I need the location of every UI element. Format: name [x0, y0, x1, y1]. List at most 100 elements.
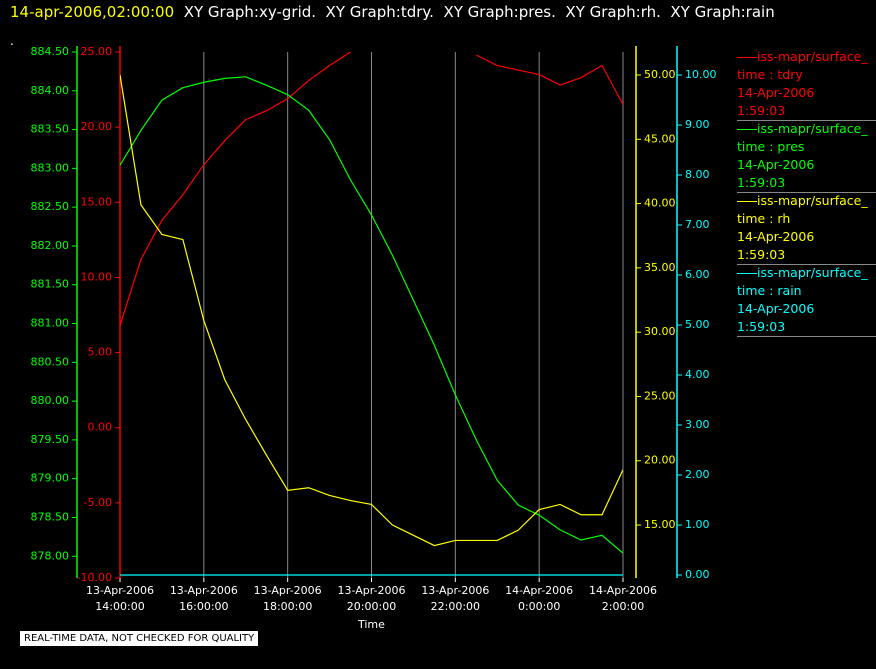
y-tick-label: 15.00 [644, 518, 676, 531]
y-tick-label: 1.00 [685, 518, 710, 531]
y-tick-label: 20.00 [644, 454, 676, 467]
y-tick-label: 880.50 [31, 355, 70, 368]
legend-entry: iss-mapr/surface_time : pres 14-Apr-2006 1… [737, 120, 876, 193]
y-tick-label: 4.00 [685, 368, 710, 381]
legend-time-text: 1:59:03 [737, 247, 786, 262]
y-tick-label: 6.00 [685, 268, 710, 281]
y-tick-label: 884.00 [31, 84, 70, 97]
x-tick-label: 13-Apr-2006 22:00:00 [421, 584, 490, 613]
x-tick-label: 13-Apr-2006 14:00:00 [85, 584, 154, 613]
legend-date: 14-Apr-2006 [737, 156, 876, 174]
legend-label-text: time : pres [737, 139, 805, 154]
plot-area [120, 52, 623, 576]
y-tick-label: 2.00 [685, 468, 710, 481]
x-tick-label: 13-Apr-2006 20:00:00 [337, 584, 406, 613]
y-tick-label: 35.00 [644, 261, 676, 274]
y-tick-label: 5.00 [88, 346, 113, 359]
legend-entry: iss-mapr/surface_time : tdry 14-Apr-2006 1… [737, 48, 876, 121]
legend-time-text: 1:59:03 [737, 103, 786, 118]
legend-label: time : tdry [737, 66, 876, 84]
y-tick-label: 0.00 [88, 421, 113, 434]
legend-date-text: 14-Apr-2006 [737, 85, 815, 100]
y-tick-label: 883.50 [31, 123, 70, 136]
y-tick-label: 879.50 [31, 433, 70, 446]
y-tick-label: 881.50 [31, 278, 70, 291]
y-tick-label: 879.00 [31, 472, 70, 485]
y-tick-label: -10.00 [77, 571, 112, 584]
y-tick-label: -5.00 [84, 496, 112, 509]
legend-swatch [737, 201, 757, 202]
legend-name-text: iss-mapr/surface_ [757, 49, 868, 64]
y-tick-label: 45.00 [644, 132, 676, 145]
y-tick-label: 8.00 [685, 168, 710, 181]
y-tick-label: 30.00 [644, 325, 676, 338]
legend-entry: iss-mapr/surface_time : rh 14-Apr-2006 1:5… [737, 192, 876, 265]
legend-time-text: 1:59:03 [737, 319, 786, 334]
legend-date: 14-Apr-2006 [737, 84, 876, 102]
x-tick-label: 14-Apr-2006 0:00:00 [505, 584, 574, 613]
legend-name-text: iss-mapr/surface_ [757, 121, 868, 136]
x-axis-label: Time [358, 618, 385, 631]
y-tick-label: 20.00 [81, 120, 113, 133]
y-tick-label: 40.00 [644, 197, 676, 210]
legend-swatch [737, 129, 757, 130]
legend-name-text: iss-mapr/surface_ [757, 193, 868, 208]
quality-note: REAL-TIME DATA, NOT CHECKED FOR QUALITY [20, 631, 259, 646]
legend-swatch [737, 273, 757, 274]
y-tick-label: 10.00 [685, 68, 717, 81]
legend-date: 14-Apr-2006 [737, 228, 876, 246]
legend-time: 1:59:03 [737, 318, 876, 336]
legend-label-text: time : tdry [737, 67, 803, 82]
legend-date: 14-Apr-2006 [737, 300, 876, 318]
legend-time-text: 1:59:03 [737, 175, 786, 190]
y-tick-label: 50.00 [644, 68, 676, 81]
x-tick-label: 13-Apr-2006 18:00:00 [253, 584, 322, 613]
legend-time: 1:59:03 [737, 246, 876, 264]
y-tick-label: 882.50 [31, 200, 70, 213]
y-tick-label: 882.00 [31, 239, 70, 252]
x-tick-label: 14-Apr-2006 2:00:00 [588, 584, 657, 613]
y-tick-label: 15.00 [81, 195, 113, 208]
legend-label: time : rain [737, 282, 876, 300]
y-tick-label: 878.50 [31, 510, 70, 523]
legend-name: iss-mapr/surface_ [737, 192, 876, 210]
y-tick-label: 7.00 [685, 218, 710, 231]
x-tick-label: 13-Apr-2006 16:00:00 [169, 584, 238, 613]
y-tick-label: 5.00 [685, 318, 710, 331]
y-tick-label: 10.00 [81, 270, 113, 283]
legend-time: 1:59:03 [737, 174, 876, 192]
legend-entry: iss-mapr/surface_time : rain 14-Apr-2006 1… [737, 264, 876, 337]
legend-name: iss-mapr/surface_ [737, 120, 876, 138]
subtitle: XY Graph:xy-grid. XY Graph:tdry. XY Grap… [183, 3, 775, 21]
y-tick-label: 883.00 [31, 161, 70, 174]
y-tick-label: 884.50 [31, 45, 70, 58]
header: 14-apr-2006,02:00:00 XY Graph:xy-grid. X… [10, 3, 775, 21]
legend-date-text: 14-Apr-2006 [737, 157, 815, 172]
series-line [120, 52, 351, 326]
legend-name-text: iss-mapr/surface_ [757, 265, 868, 280]
legend-label: time : pres [737, 138, 876, 156]
y-tick-label: 881.00 [31, 317, 70, 330]
legend-label: time : rh [737, 210, 876, 228]
legend-label-text: time : rh [737, 211, 791, 226]
legend-name: iss-mapr/surface_ [737, 48, 876, 66]
y-tick-label: 3.00 [685, 418, 710, 431]
corner-mark: . [10, 34, 14, 48]
series-line [120, 76, 623, 554]
series-line [476, 54, 623, 105]
legend-date-text: 14-Apr-2006 [737, 301, 815, 316]
y-tick-label: 9.00 [685, 118, 710, 131]
title: 14-apr-2006,02:00:00 [10, 3, 175, 21]
series-line [120, 74, 623, 547]
y-tick-label: 0.00 [685, 568, 710, 581]
y-tick-label: 25.00 [81, 45, 113, 58]
y-tick-label: 25.00 [644, 389, 676, 402]
legend-swatch [737, 57, 757, 58]
legend-date-text: 14-Apr-2006 [737, 229, 815, 244]
legend-label-text: time : rain [737, 283, 802, 298]
y-tick-label: 880.00 [31, 394, 70, 407]
legend-name: iss-mapr/surface_ [737, 264, 876, 282]
legend-time: 1:59:03 [737, 102, 876, 120]
